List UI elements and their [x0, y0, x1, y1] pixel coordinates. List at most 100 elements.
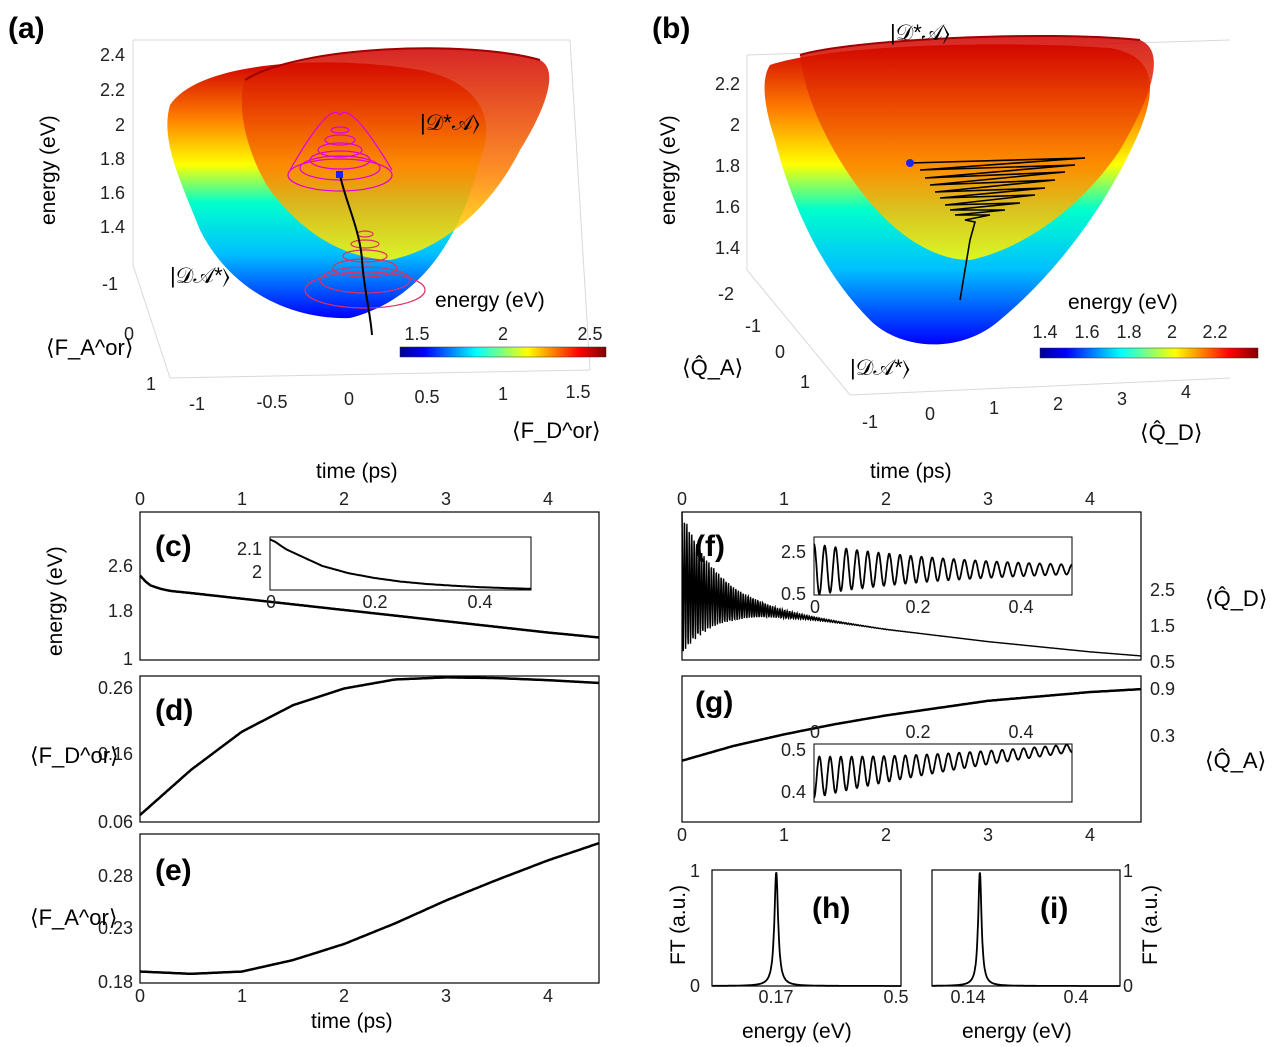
panel-i-ytick: 1: [1123, 861, 1133, 881]
panel-g-inset-ytick: 0.4: [781, 782, 806, 802]
panel-g-inset-ytick: 0.5: [781, 740, 806, 760]
panel-d-ytick: 0.26: [98, 678, 133, 698]
panel-b-xtick: 2: [1053, 394, 1063, 414]
panel-g-ylabel: ⟨Q̂_A⟩: [1205, 748, 1266, 773]
panel-e-ytick: 0.18: [98, 972, 133, 992]
panel-f-top-xtick: 1: [779, 489, 789, 509]
panel-a: (a): [8, 12, 607, 443]
panel-h-ytick: 0: [690, 976, 700, 996]
panel-a-trajectory: [339, 174, 373, 336]
panel-b-ztick: 1.8: [715, 156, 740, 176]
panel-c-series-line: [139, 574, 600, 639]
panel-a-start-marker: [336, 171, 343, 178]
panel-c-top-xtick: 4: [543, 489, 553, 509]
panel-g-inset-xticks: 0 0.2 0.4: [810, 722, 1034, 742]
panel-b-state-upper: |𝒟*𝒜⟩: [890, 20, 950, 45]
panel-f-ytick: 2.5: [1150, 580, 1175, 600]
panel-a-label: (a): [8, 12, 45, 45]
panel-g-frame: [681, 675, 1142, 823]
panel-b-cbtick: 2: [1167, 322, 1177, 342]
panel-b-zticks: 2.2 2 1.8 1.6 1.4: [715, 74, 740, 258]
panel-a-cbtick: 2: [498, 324, 508, 344]
panel-f-series-line: [681, 511, 1141, 657]
panel-a-state-upper: |𝒟*𝒜⟩: [420, 110, 480, 135]
panel-e-yticks: 0.28 0.23 0.18: [98, 866, 133, 992]
panel-g-xtick: 3: [983, 825, 993, 845]
panel-a-xtick: 1: [498, 384, 508, 404]
panel-b-ztick: 2.2: [715, 74, 740, 94]
panel-c-inset-xtick: 0.2: [362, 592, 387, 612]
panel-e-xticks: 0 1 2 3 4: [135, 986, 553, 1006]
panel-a-xtick: -1: [189, 394, 205, 414]
panel-i-xtick: 0.14: [950, 987, 985, 1007]
panel-d-ytick: 0.06: [98, 812, 133, 832]
panel-d-ytick: 0.16: [98, 744, 133, 764]
panel-b-cbtick: 1.4: [1032, 322, 1057, 342]
panel-b-xtick: 0: [925, 404, 935, 424]
panel-f-inset-ytick: 2.5: [781, 542, 806, 562]
panel-a-ztick: 2.4: [100, 45, 125, 65]
panel-c-top-xtick: 1: [237, 489, 247, 509]
panel-f-inset-xtick: 0.4: [1008, 597, 1033, 617]
panel-e-ytick: 0.23: [98, 918, 133, 938]
panel-f-top-xtick: 4: [1085, 489, 1095, 509]
panel-a-ztick: 1.8: [100, 149, 125, 169]
panel-g-inset-xtick: 0.4: [1008, 722, 1033, 742]
panel-h-ytick: 1: [690, 861, 700, 881]
panel-a-xtick: 0: [344, 389, 354, 409]
panel-g-inset-frame: [813, 743, 1073, 803]
panel-a-xtick: 1.5: [565, 382, 590, 402]
panel-b-ytick: 1: [800, 372, 810, 392]
panel-e: 0.28 0.23 0.18 ⟨F_A^or⟩ (e) 0 1 2 3 4 ti…: [30, 833, 600, 1033]
panel-f-top-xtick: 0: [677, 489, 687, 509]
panel-b-xlabel: ⟨Q̂_D⟩: [1140, 420, 1202, 445]
panel-c-ytick: 1: [123, 649, 133, 669]
panel-b-surface-upper: [800, 35, 1154, 260]
panel-a-state-lower: |𝒟𝒜*⟩: [170, 263, 230, 288]
panel-g-ytick: 0.3: [1150, 726, 1175, 746]
panel-g-xticks: 0 1 2 3 4: [677, 825, 1095, 845]
panel-i-xtick: 0.4: [1063, 987, 1088, 1007]
panel-g-label: (g): [695, 686, 733, 719]
panel-a-ztick: 2.2: [100, 80, 125, 100]
panel-c-top-xlabel: time (ps): [316, 460, 398, 483]
panel-c-yticks: 2.6 1.8 1: [108, 556, 133, 669]
panel-f-inset-ytick: 0.5: [781, 584, 806, 604]
panel-g-xtick: 2: [881, 825, 891, 845]
panel-i-label: (i): [1040, 892, 1068, 925]
panel-f-ytick: 1.5: [1150, 616, 1175, 636]
panel-c-top-xtick: 2: [339, 489, 349, 509]
panel-f-top-xtick: 2: [881, 489, 891, 509]
panel-h-xtick: 0.17: [758, 987, 793, 1007]
panel-a-ytick: -1: [102, 274, 118, 294]
panel-b-ytick: -2: [718, 284, 734, 304]
panel-a-ztick: 2: [115, 115, 125, 135]
panel-g-series-line: [681, 687, 1142, 762]
panel-c: time (ps) 0 1 2 3 4 2.6 1.8 1 energy (eV…: [44, 460, 600, 669]
panel-a-colorbar: [399, 346, 607, 358]
panel-b-xtick: 3: [1117, 389, 1127, 409]
panel-i: 1 0 FT (a.u.) (i) 0.14 0.4 energy (eV): [931, 861, 1162, 1043]
panel-c-inset-xtick: 0: [266, 592, 276, 612]
panel-b-xtick: -1: [862, 412, 878, 432]
panel-f-inset-xtick: 0: [810, 597, 820, 617]
panel-e-xtick: 2: [339, 986, 349, 1006]
panel-h-label: (h): [812, 892, 850, 925]
panel-c-inset-ytick: 2: [252, 562, 262, 582]
panel-e-label: (e): [155, 854, 192, 887]
panel-a-surface-upper: [241, 48, 550, 260]
panel-c-inset-ytick: 2.1: [237, 539, 262, 559]
panel-h-series-line: [712, 872, 901, 987]
panel-d-yticks: 0.26 0.16 0.06: [98, 678, 133, 832]
panel-b-colorbar: [1039, 347, 1259, 359]
panel-f-top-xticks: 0 1 2 3 4: [677, 489, 1095, 509]
panel-a-wavepacket-upper: [287, 111, 393, 192]
panel-b-ztick: 1.4: [715, 238, 740, 258]
panel-d: 0.26 0.16 0.06 ⟨F_D^or⟩ (d): [30, 675, 600, 832]
panel-c-inset-xtick: 0.4: [467, 592, 492, 612]
panel-b-trajectory: [909, 157, 1086, 301]
panel-b-xtick: 1: [989, 398, 999, 418]
panel-h-frame: [711, 869, 902, 987]
panel-e-xtick: 1: [237, 986, 247, 1006]
panel-b-colorbar-ticks: 1.4 1.6 1.8 2 2.2: [1032, 322, 1227, 342]
